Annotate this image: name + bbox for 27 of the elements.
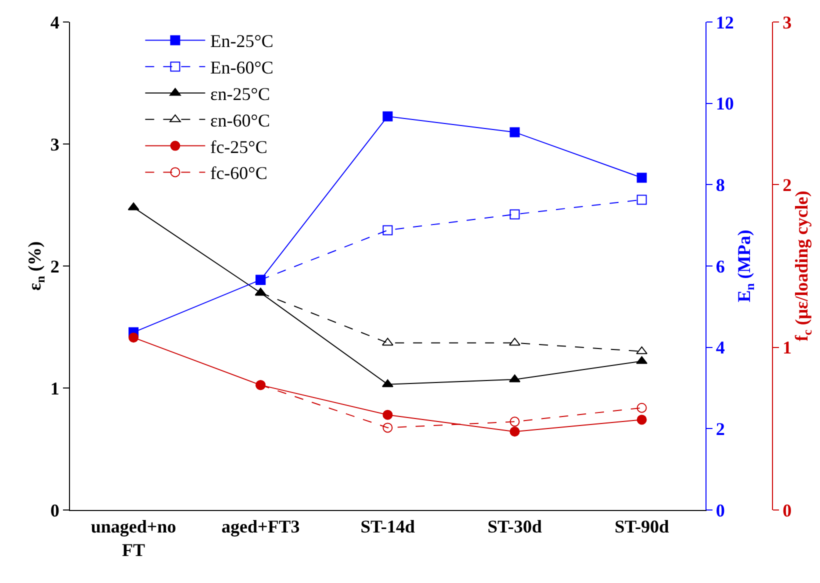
x-tick-label: unaged+no FT	[90, 516, 176, 560]
y3-tick-label: 3	[782, 12, 792, 32]
y-tick-label: 0	[50, 500, 60, 520]
y2-tick-label: 4	[716, 338, 725, 358]
y-tick-label: 2	[50, 256, 60, 276]
legend-label: εn-60°C	[210, 110, 270, 130]
x-tick-label: aged+FT3	[221, 516, 300, 537]
y2-tick-label: 8	[716, 174, 725, 195]
y2-tick-label: 2	[716, 418, 725, 439]
y3-tick-label: 0	[782, 500, 792, 520]
x-tick-label: ST-14d	[360, 516, 415, 537]
legend-label: εn-25°C	[210, 84, 270, 104]
y3-tick-label: 1	[782, 338, 792, 358]
legend-label: En-60°C	[210, 58, 274, 78]
y-tick-label: 3	[50, 134, 60, 154]
legend-label: fc-60°C	[210, 163, 268, 184]
y2-tick-label: 0	[716, 500, 725, 520]
y2-tick-label: 6	[716, 256, 725, 276]
y2-tick-label: 10	[716, 94, 734, 114]
legend-label: fc-25°C	[210, 136, 268, 157]
x-tick-label: ST-90d	[614, 516, 669, 537]
legend-label: En-25°C	[210, 31, 274, 52]
y-tick-label: 4	[50, 12, 60, 32]
y3-tick-label: 2	[782, 174, 792, 195]
y2-tick-label: 12	[716, 12, 734, 32]
y-tick-label: 1	[50, 378, 60, 398]
x-tick-label: ST-30d	[488, 516, 542, 537]
